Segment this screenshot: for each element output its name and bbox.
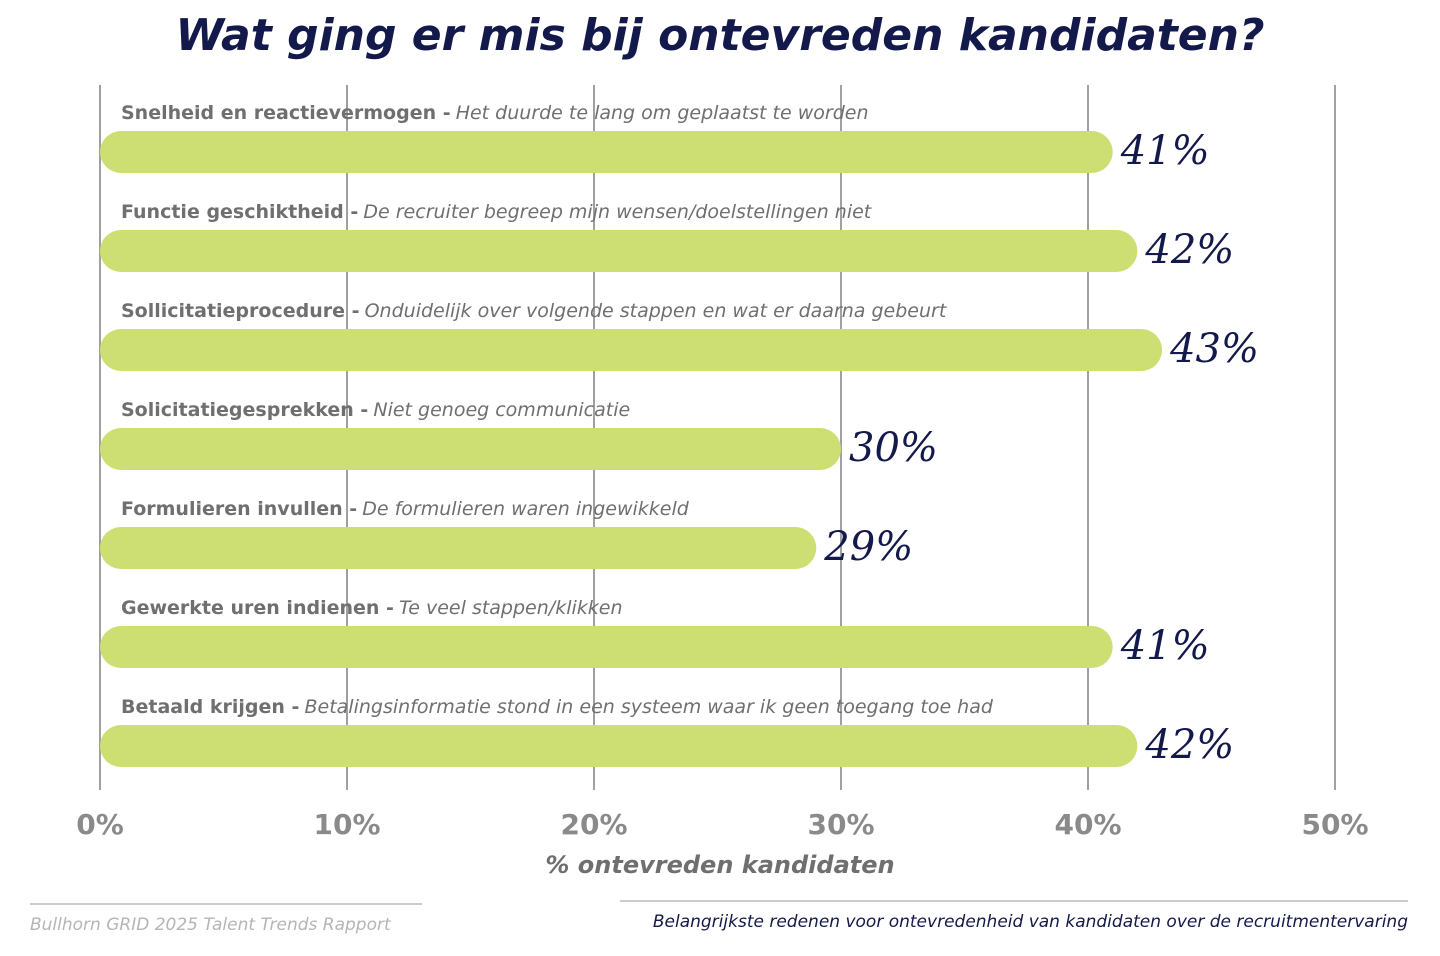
category-label: Solicitatiegesprekken - Niet genoeg comm… [121, 399, 630, 421]
x-axis-label: % ontevreden kandidaten [545, 851, 894, 879]
category-description: De formulieren waren ingewikkeld [362, 498, 689, 520]
value-label: 43% [1169, 326, 1259, 372]
category-description: Niet genoeg communicatie [373, 399, 630, 421]
category-description: Het duurde te lang om geplaatst te worde… [456, 102, 869, 124]
value-label: 41% [1120, 128, 1210, 174]
value-label: 42% [1144, 722, 1234, 768]
value-label: 30% [849, 425, 938, 471]
value-label: 41% [1120, 623, 1210, 669]
bar [100, 329, 1163, 371]
x-tick-label: 30% [807, 808, 874, 841]
x-tick-label: 40% [1054, 808, 1121, 841]
category-description: Betalingsinformatie stond in een systeem… [304, 696, 993, 718]
category-name: Betaald krijgen - [121, 696, 299, 718]
bar [100, 626, 1113, 668]
category-description: Onduidelijk over volgende stappen en wat… [365, 300, 948, 322]
category-label: Functie geschiktheid - De recruiter begr… [121, 201, 873, 223]
bar [100, 131, 1113, 173]
category-name: Formulieren invullen - [121, 498, 357, 520]
x-tick-label: 10% [313, 808, 380, 841]
category-name: Sollicitatieprocedure - [121, 300, 360, 322]
category-name: Snelheid en reactievermogen - [121, 102, 451, 124]
bar [100, 428, 841, 470]
category-label: Gewerkte uren indienen - Te veel stappen… [121, 597, 623, 619]
x-tick-label: 20% [560, 808, 627, 841]
category-description: De recruiter begreep mijn wensen/doelste… [363, 201, 872, 223]
value-label: 42% [1144, 227, 1234, 273]
bar [100, 725, 1138, 767]
source: Bullhorn GRID 2025 Talent Trends Rapport [30, 915, 392, 935]
category-label: Snelheid en reactievermogen - Het duurde… [121, 102, 869, 124]
x-tick-label: 0% [76, 808, 124, 841]
category-name: Solicitatiegesprekken - [121, 399, 368, 421]
category-label: Formulieren invullen - De formulieren wa… [121, 498, 690, 520]
bar [100, 230, 1138, 272]
category-description: Te veel stappen/klikken [399, 597, 622, 619]
category-name: Gewerkte uren indienen - [121, 597, 394, 619]
category-name: Functie geschiktheid - [121, 201, 358, 223]
bar [100, 527, 817, 569]
category-label: Betaald krijgen - Betalingsinformatie st… [121, 696, 994, 718]
category-label: Sollicitatieprocedure - Onduidelijk over… [121, 300, 948, 322]
x-tick-label: 50% [1301, 808, 1368, 841]
footnote: Belangrijkste redenen voor ontevredenhei… [653, 912, 1408, 932]
chart-title: Wat ging er mis bij ontevreden kandidate… [176, 10, 1265, 61]
value-label: 29% [823, 524, 913, 570]
